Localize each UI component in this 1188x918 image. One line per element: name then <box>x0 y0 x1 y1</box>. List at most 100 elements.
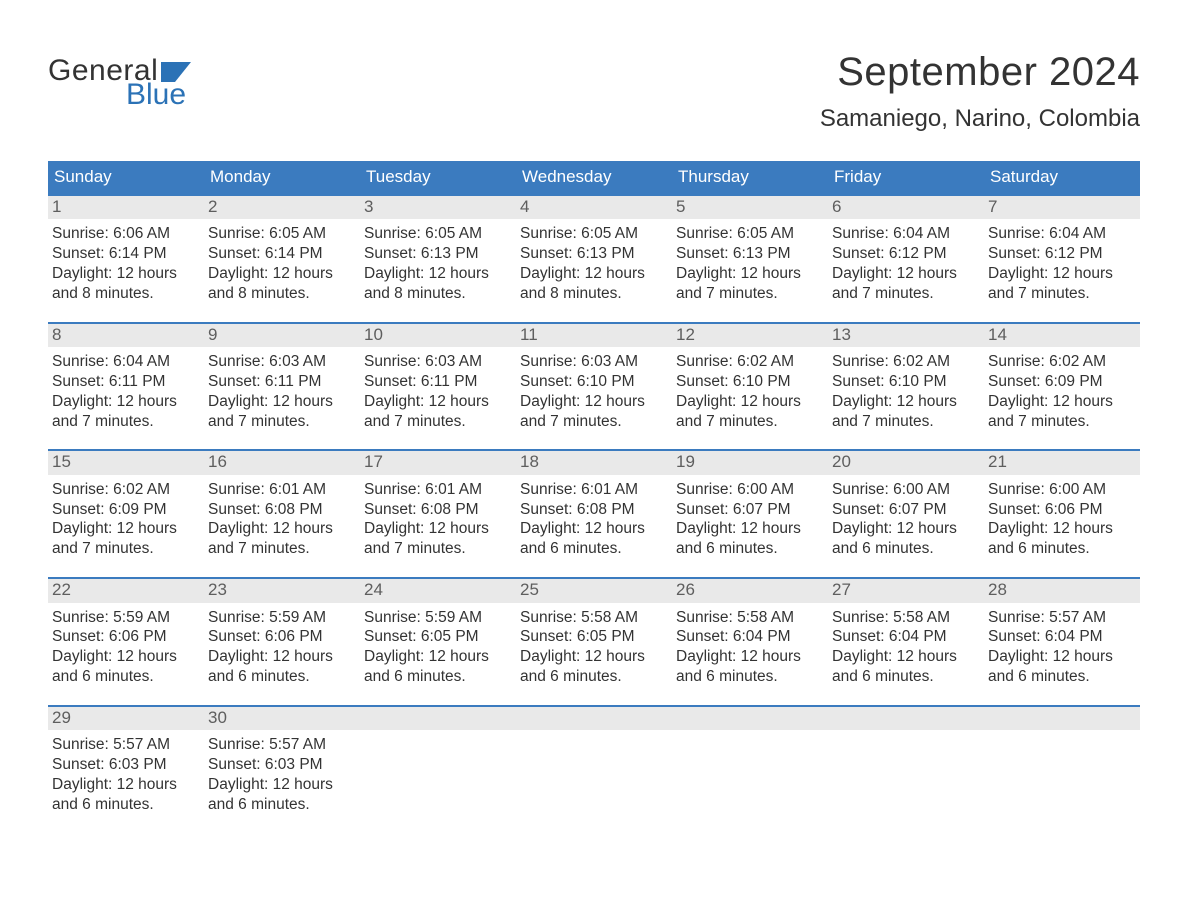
day-dl1: Daylight: 12 hours <box>832 264 980 284</box>
header: General Blue September 2024 Samaniego, N… <box>48 50 1140 133</box>
day-dl2: and 8 minutes. <box>520 284 668 304</box>
day-cell: 13Sunrise: 6:02 AMSunset: 6:10 PMDayligh… <box>828 324 984 432</box>
day-dl1: Daylight: 12 hours <box>364 264 512 284</box>
day-dl2: and 6 minutes. <box>520 667 668 687</box>
day-sunrise: Sunrise: 5:57 AM <box>52 735 200 755</box>
day-details: Sunrise: 5:57 AMSunset: 6:04 PMDaylight:… <box>984 603 1140 687</box>
day-details: Sunrise: 5:59 AMSunset: 6:06 PMDaylight:… <box>204 603 360 687</box>
day-number: 24 <box>360 579 516 602</box>
day-sunset: Sunset: 6:12 PM <box>832 244 980 264</box>
day-sunrise: Sunrise: 6:04 AM <box>988 224 1136 244</box>
day-sunrise: Sunrise: 6:06 AM <box>52 224 200 244</box>
day-cell: 24Sunrise: 5:59 AMSunset: 6:05 PMDayligh… <box>360 579 516 687</box>
day-cell: 19Sunrise: 6:00 AMSunset: 6:07 PMDayligh… <box>672 451 828 559</box>
day-dl2: and 7 minutes. <box>364 539 512 559</box>
day-sunset: Sunset: 6:09 PM <box>52 500 200 520</box>
day-sunset: Sunset: 6:13 PM <box>520 244 668 264</box>
day-dl2: and 6 minutes. <box>988 667 1136 687</box>
day-sunrise: Sunrise: 5:58 AM <box>676 608 824 628</box>
day-dl1: Daylight: 12 hours <box>832 392 980 412</box>
day-cell: 21Sunrise: 6:00 AMSunset: 6:06 PMDayligh… <box>984 451 1140 559</box>
day-details: Sunrise: 6:00 AMSunset: 6:06 PMDaylight:… <box>984 475 1140 559</box>
day-sunrise: Sunrise: 6:01 AM <box>208 480 356 500</box>
day-sunrise: Sunrise: 5:59 AM <box>208 608 356 628</box>
day-sunset: Sunset: 6:08 PM <box>208 500 356 520</box>
page-title: September 2024 <box>820 50 1140 95</box>
day-number: 8 <box>48 324 204 347</box>
day-number: 7 <box>984 196 1140 219</box>
day-number: 27 <box>828 579 984 602</box>
day-details: Sunrise: 6:01 AMSunset: 6:08 PMDaylight:… <box>360 475 516 559</box>
day-cell: 12Sunrise: 6:02 AMSunset: 6:10 PMDayligh… <box>672 324 828 432</box>
day-dl2: and 6 minutes. <box>52 667 200 687</box>
day-sunset: Sunset: 6:04 PM <box>676 627 824 647</box>
day-dl1: Daylight: 12 hours <box>52 519 200 539</box>
day-sunrise: Sunrise: 5:57 AM <box>208 735 356 755</box>
day-dl2: and 7 minutes. <box>832 284 980 304</box>
day-number <box>360 707 516 730</box>
day-dl1: Daylight: 12 hours <box>832 647 980 667</box>
day-sunset: Sunset: 6:05 PM <box>520 627 668 647</box>
day-number: 25 <box>516 579 672 602</box>
day-dl2: and 7 minutes. <box>676 412 824 432</box>
week-row: 29Sunrise: 5:57 AMSunset: 6:03 PMDayligh… <box>48 705 1140 815</box>
day-dl1: Daylight: 12 hours <box>676 264 824 284</box>
day-sunset: Sunset: 6:07 PM <box>832 500 980 520</box>
day-dl2: and 8 minutes. <box>208 284 356 304</box>
day-dl2: and 6 minutes. <box>208 667 356 687</box>
day-sunrise: Sunrise: 6:04 AM <box>52 352 200 372</box>
day-cell: 11Sunrise: 6:03 AMSunset: 6:10 PMDayligh… <box>516 324 672 432</box>
day-dl2: and 6 minutes. <box>676 667 824 687</box>
day-sunset: Sunset: 6:08 PM <box>520 500 668 520</box>
day-dl2: and 6 minutes. <box>832 667 980 687</box>
weeks-container: 1 Sunrise: 6:06 AMSunset: 6:14 PM Daylight… <box>48 194 1140 815</box>
day-details: Sunrise: 6:01 AMSunset: 6:08 PMDaylight:… <box>204 475 360 559</box>
day-dl1: Daylight: 12 hours <box>832 519 980 539</box>
day-sunrise: Sunrise: 5:58 AM <box>520 608 668 628</box>
logo-word2: Blue <box>126 80 186 110</box>
day-sunset: Sunset: 6:10 PM <box>520 372 668 392</box>
day-sunset: Sunset: 6:10 PM <box>832 372 980 392</box>
day-details: Sunrise: 6:02 AMSunset: 6:09 PMDaylight:… <box>984 347 1140 431</box>
day-details: Sunrise: 5:59 AMSunset: 6:06 PMDaylight:… <box>48 603 204 687</box>
day-cell: 7Sunrise: 6:04 AMSunset: 6:12 PMDaylight… <box>984 196 1140 304</box>
day-dl2: and 8 minutes. <box>52 284 200 304</box>
dow-monday: Monday <box>204 161 360 194</box>
day-cell: 30Sunrise: 5:57 AMSunset: 6:03 PMDayligh… <box>204 707 360 815</box>
day-details: Sunrise: 6:02 AMSunset: 6:10 PMDaylight:… <box>828 347 984 431</box>
day-sunrise: Sunrise: 6:01 AM <box>364 480 512 500</box>
day-sunset: Sunset: 6:11 PM <box>208 372 356 392</box>
title-block: September 2024 Samaniego, Narino, Colomb… <box>820 50 1140 133</box>
day-details: Sunrise: 6:02 AMSunset: 6:10 PMDaylight:… <box>672 347 828 431</box>
day-dl1: Daylight: 12 hours <box>364 392 512 412</box>
day-sunrise: Sunrise: 6:00 AM <box>676 480 824 500</box>
day-of-week-header: Sunday Monday Tuesday Wednesday Thursday… <box>48 161 1140 194</box>
day-dl2: and 6 minutes. <box>832 539 980 559</box>
day-sunset: Sunset: 6:14 PM <box>52 244 200 264</box>
day-sunset: Sunset: 6:03 PM <box>208 755 356 775</box>
day-sunset: Sunset: 6:09 PM <box>988 372 1136 392</box>
day-sunrise: Sunrise: 6:03 AM <box>520 352 668 372</box>
day-cell: 25Sunrise: 5:58 AMSunset: 6:05 PMDayligh… <box>516 579 672 687</box>
day-sunrise: Sunrise: 6:05 AM <box>208 224 356 244</box>
day-sunset: Sunset: 6:04 PM <box>988 627 1136 647</box>
day-dl1: Daylight: 12 hours <box>988 264 1136 284</box>
dow-sunday: Sunday <box>48 161 204 194</box>
location: Samaniego, Narino, Colombia <box>820 105 1140 133</box>
day-sunrise: Sunrise: 6:03 AM <box>208 352 356 372</box>
day-dl2: and 7 minutes. <box>52 539 200 559</box>
day-details: Sunrise: 5:58 AMSunset: 6:04 PMDaylight:… <box>828 603 984 687</box>
day-sunrise: Sunrise: 6:02 AM <box>676 352 824 372</box>
day-sunset: Sunset: 6:07 PM <box>676 500 824 520</box>
day-sunset: Sunset: 6:13 PM <box>676 244 824 264</box>
day-cell: 10Sunrise: 6:03 AMSunset: 6:11 PMDayligh… <box>360 324 516 432</box>
day-details: Sunrise: 6:02 AMSunset: 6:09 PMDaylight:… <box>48 475 204 559</box>
day-sunrise: Sunrise: 6:00 AM <box>988 480 1136 500</box>
day-sunset: Sunset: 6:06 PM <box>988 500 1136 520</box>
day-sunset: Sunset: 6:08 PM <box>364 500 512 520</box>
day-details: Sunrise: 6:03 AMSunset: 6:11 PMDaylight:… <box>360 347 516 431</box>
day-dl1: Daylight: 12 hours <box>676 519 824 539</box>
day-number: 1 <box>48 196 204 219</box>
day-number: 4 <box>516 196 672 219</box>
day-dl1: Daylight: 12 hours <box>988 647 1136 667</box>
